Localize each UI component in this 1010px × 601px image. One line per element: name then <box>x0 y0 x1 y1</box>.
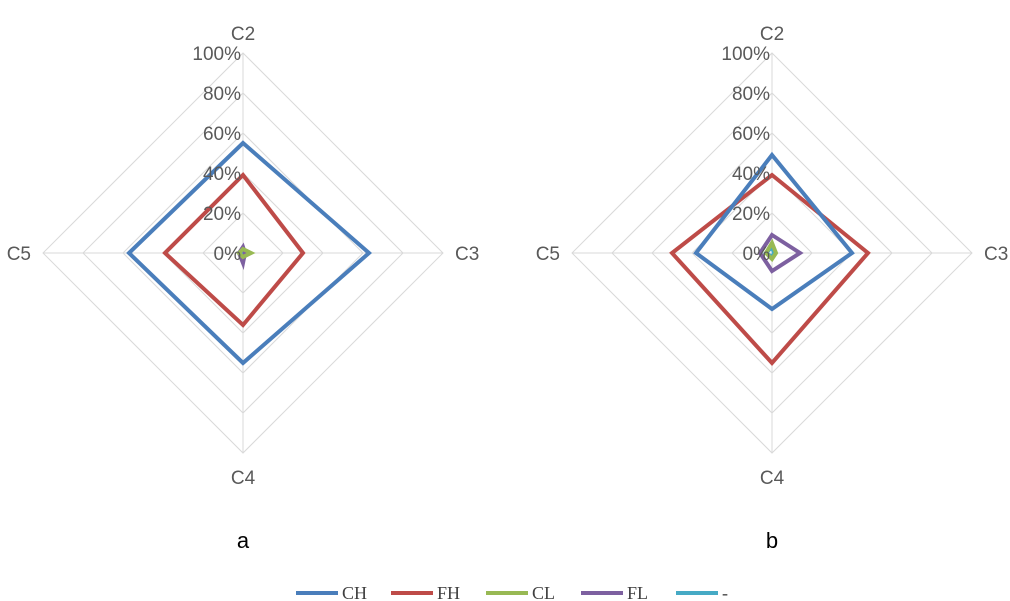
legend-label: FH <box>437 583 460 601</box>
category-label-c4: C4 <box>231 468 256 489</box>
category-label-c5: C5 <box>536 244 560 265</box>
category-label-c3: C3 <box>455 244 479 265</box>
legend-label: - <box>722 583 728 601</box>
legend-item: CH <box>296 583 367 601</box>
series-FH-line <box>162 171 306 328</box>
radar-panel-a: 0% 20% 40% 60% 80% 100%C2 C3 C4 C5 a <box>7 24 480 553</box>
radar-panel-b: 0% 20% 40% 60% 80% 100%C2 C3 C4 C5 b <box>536 24 1009 553</box>
legend-item: CL <box>486 583 555 601</box>
radial-tick-label: 60% <box>203 124 241 145</box>
radial-tick-label: 40% <box>732 164 770 185</box>
series-CL-line <box>236 246 256 260</box>
legend-label: CH <box>342 583 367 601</box>
series-FL-line <box>757 232 804 274</box>
radial-tick-label: 80% <box>732 84 770 105</box>
radial-tick-label: 0% <box>743 244 771 265</box>
panel-label: b <box>766 528 778 553</box>
legend-item: FL <box>581 583 648 601</box>
radial-tick-label: 100% <box>192 44 241 65</box>
radial-tick-label: 20% <box>732 204 770 225</box>
series-FH-line <box>669 172 871 367</box>
radial-tick-label: 40% <box>203 164 241 185</box>
category-label-c3: C3 <box>984 244 1008 265</box>
radial-tick-label: 60% <box>732 124 770 145</box>
legend-label: FL <box>627 583 648 601</box>
radial-tick-label: 0% <box>214 244 242 265</box>
radial-tick-label: 20% <box>203 204 241 225</box>
radial-tick-label: 100% <box>721 44 770 65</box>
category-label-c2: C2 <box>760 24 784 45</box>
panel-label: a <box>237 528 250 553</box>
legend-item: - <box>676 583 728 601</box>
category-label-c5: C5 <box>7 244 31 265</box>
series-CL-line <box>763 238 779 263</box>
category-label-c2: C2 <box>231 24 255 45</box>
category-label-c4: C4 <box>760 468 785 489</box>
legend-label: CL <box>532 583 555 601</box>
series-CH-line <box>126 140 373 366</box>
series-CH-line <box>693 151 855 312</box>
radial-tick-label: 80% <box>203 84 241 105</box>
chart-legend: CH FH CL FL - <box>296 583 728 601</box>
legend-item: FH <box>391 583 460 601</box>
